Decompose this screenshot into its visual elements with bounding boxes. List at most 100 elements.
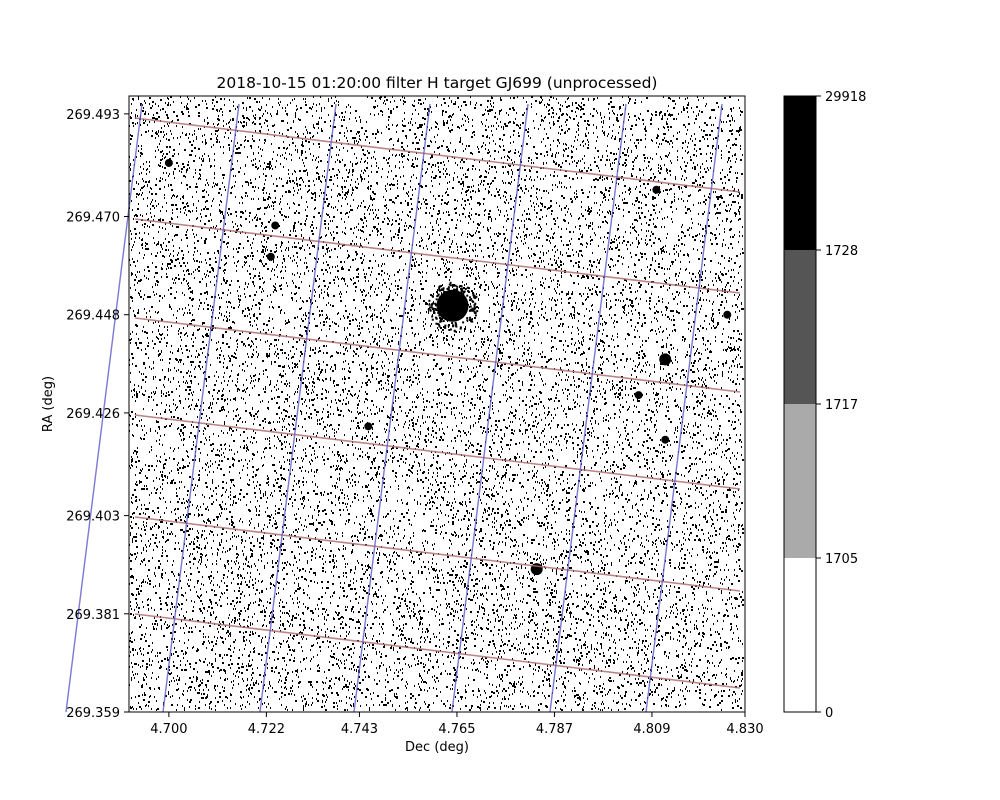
target-star-halo (435, 308, 438, 311)
y-tick-label: 269.470 (66, 211, 120, 226)
star (659, 353, 672, 366)
target-star-halo (453, 288, 456, 291)
target-star-halo (436, 303, 439, 306)
colorbar-bin (784, 96, 816, 250)
target-star-halo (462, 293, 465, 296)
target-star-halo (473, 310, 476, 313)
colorbar-tick-label: 1717 (825, 398, 858, 413)
x-tick-label: 4.787 (536, 722, 573, 737)
target-star-halo (472, 293, 475, 296)
target-star-halo (436, 295, 439, 298)
ra-grid-line (134, 516, 741, 592)
colorbar-bin (784, 250, 816, 404)
target-star-halo (427, 308, 430, 311)
target-star-halo (434, 304, 437, 307)
target-star-halo (435, 316, 438, 319)
target-star-halo (449, 284, 452, 287)
target-star-halo (469, 316, 472, 319)
target-star-halo (459, 326, 462, 329)
target-star-halo (440, 317, 443, 320)
target-star-halo (473, 296, 476, 299)
target-star-halo (462, 291, 465, 294)
target-star-halo (456, 288, 459, 291)
target-star-halo (436, 322, 439, 325)
dec-grid-line (451, 103, 529, 713)
target-star-halo (468, 309, 471, 312)
target-star-halo (474, 314, 477, 317)
target-star-halo (471, 300, 474, 303)
target-star-halo (452, 325, 455, 328)
target-star-halo (471, 309, 474, 312)
plot-frame (128, 95, 746, 713)
target-star-halo (469, 305, 472, 308)
target-star-halo (438, 288, 441, 291)
dec-grid-line (259, 103, 337, 713)
target-star-halo (447, 290, 450, 293)
target-star-halo (471, 307, 474, 310)
x-tick-label: 4.700 (150, 722, 187, 737)
target-star-halo (442, 288, 445, 291)
target-star-halo (454, 289, 457, 292)
target-star-halo (439, 296, 442, 299)
target-star-halo (461, 288, 464, 291)
target-star-halo (469, 309, 472, 312)
colorbar-tick-label: 1705 (825, 552, 858, 567)
target-star-halo (466, 294, 469, 297)
target-star-halo (443, 291, 446, 294)
target-star-halo (474, 302, 477, 305)
target-star-halo (470, 298, 473, 301)
y-tick-label: 269.403 (66, 510, 120, 525)
target-star-halo (448, 283, 451, 286)
target-star-halo (432, 310, 435, 313)
target-star-halo (468, 299, 471, 302)
target-star-halo (449, 281, 452, 284)
target-star-halo (435, 322, 438, 325)
star (634, 391, 643, 400)
target-star-halo (474, 312, 477, 315)
target-star-halo (460, 289, 463, 292)
target-star-halo (430, 304, 433, 307)
target-star (436, 289, 469, 322)
y-tick-label: 269.493 (66, 108, 120, 123)
star (652, 185, 661, 194)
target-star-halo (431, 294, 434, 297)
target-star-halo (464, 287, 467, 290)
target-star-halo (473, 305, 476, 308)
target-star-halo (473, 303, 476, 306)
target-star-halo (453, 329, 456, 332)
target-star-halo (459, 327, 462, 330)
dec-grid-line (353, 103, 431, 713)
target-star-halo (429, 309, 432, 312)
target-star-halo (442, 287, 445, 290)
target-star-halo (440, 289, 443, 292)
star (723, 310, 732, 319)
star (164, 158, 173, 167)
target-star-halo (456, 290, 459, 293)
target-star-halo (449, 328, 452, 331)
target-star-halo (431, 315, 434, 318)
target-star-halo (431, 318, 434, 321)
target-star-halo (444, 326, 447, 329)
target-star-halo (456, 285, 459, 288)
target-star-halo (447, 286, 450, 289)
target-star-halo (439, 285, 442, 288)
x-tick-label: 4.722 (248, 722, 285, 737)
target-star-halo (469, 296, 472, 299)
target-star-halo (473, 294, 476, 297)
target-star-halo (437, 293, 440, 296)
target-star-halo (447, 288, 450, 291)
target-star-halo (460, 285, 463, 288)
target-star-halo (437, 311, 440, 314)
target-star-halo (452, 284, 455, 287)
target-star-halo (434, 302, 437, 305)
target-star-halo (474, 297, 477, 300)
dec-grid-line (549, 103, 627, 713)
target-star-halo (431, 307, 434, 310)
dec-grid-line (162, 103, 240, 713)
colorbar-bin (784, 558, 816, 712)
star (661, 435, 670, 444)
target-star-halo (454, 321, 457, 324)
target-star-halo (429, 306, 432, 309)
colorbar-tick-label: 1728 (825, 244, 858, 259)
